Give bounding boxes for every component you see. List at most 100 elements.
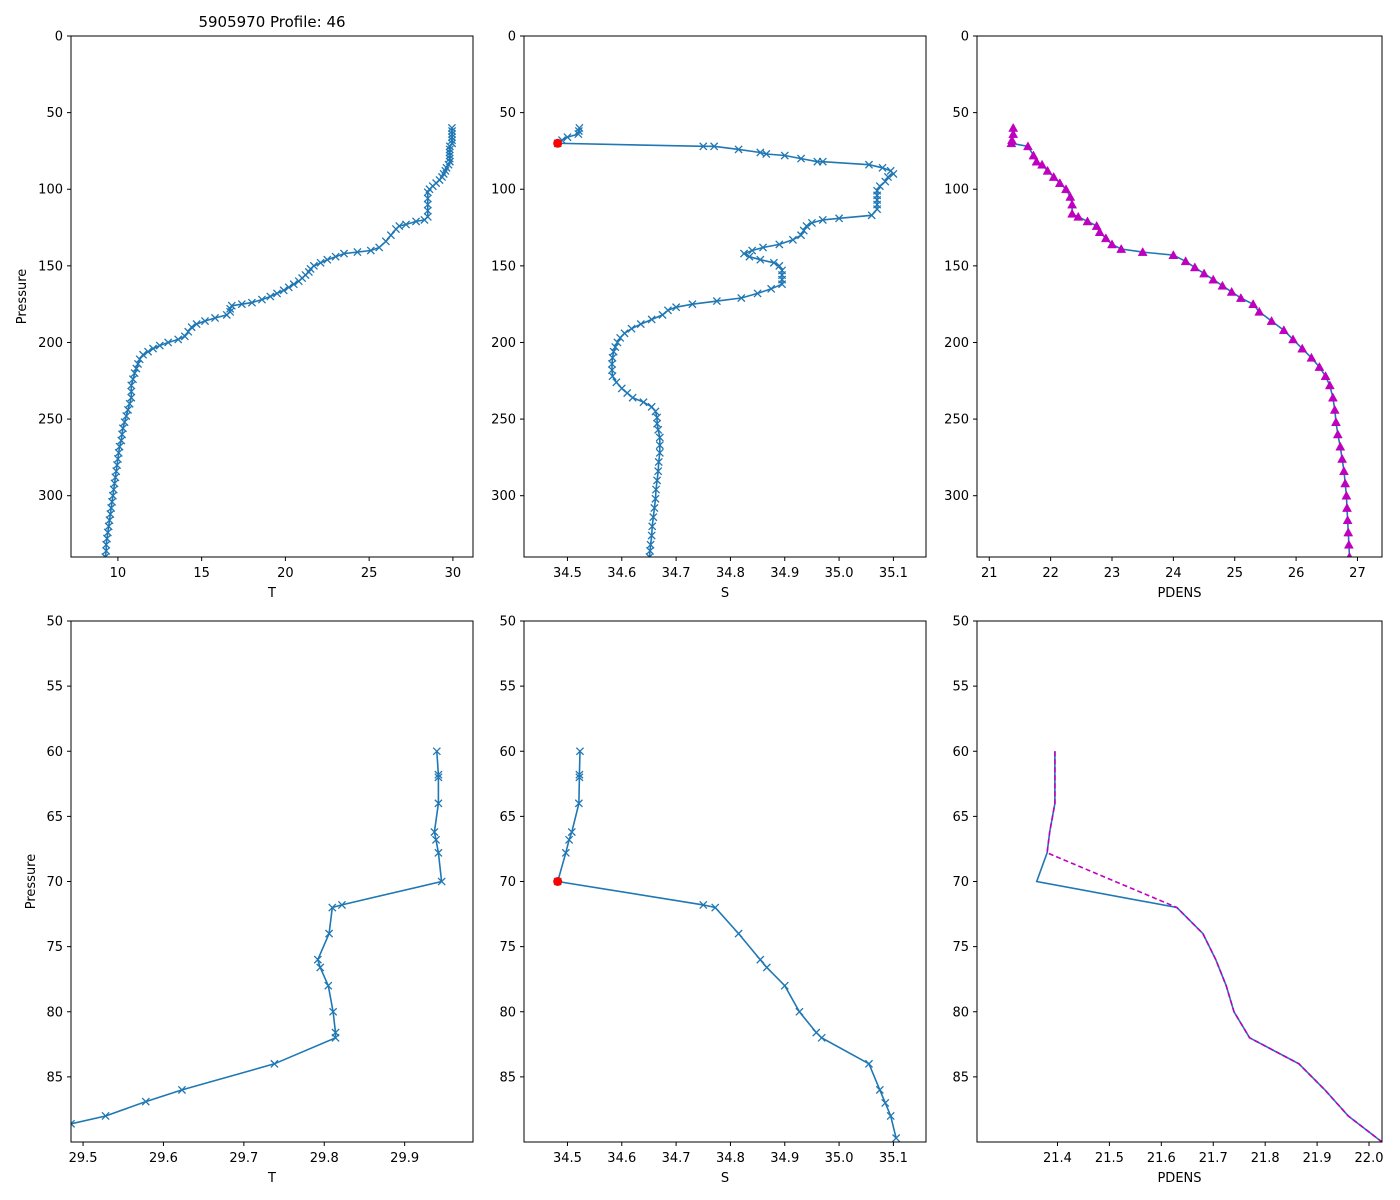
- density-point: [1327, 392, 1338, 402]
- y-tick-label: 80: [499, 1005, 516, 1020]
- data-point: [712, 297, 721, 306]
- x-tick-label: 34.9: [770, 566, 799, 581]
- data-point: [226, 304, 235, 313]
- data-point: [561, 848, 570, 857]
- density-point: [1061, 184, 1071, 194]
- data-point: [616, 333, 625, 342]
- y-tick-label: 60: [952, 745, 969, 760]
- data-point: [257, 295, 267, 304]
- data-point: [381, 237, 390, 246]
- y-tick-label: 75: [952, 940, 969, 955]
- data-point: [200, 316, 210, 326]
- y-tick-label: 65: [499, 810, 516, 825]
- data-point: [651, 494, 660, 503]
- density-point: [1339, 466, 1349, 476]
- density-point: [1107, 239, 1117, 249]
- x-tick-label: 21.5: [1095, 1151, 1124, 1166]
- x-tick-label: 29.7: [229, 1151, 258, 1166]
- x-tick-label: 34.8: [716, 1151, 745, 1166]
- y-tick-label: 60: [46, 745, 63, 760]
- data-point: [608, 372, 617, 381]
- x-tick-label: 35.1: [879, 1151, 908, 1166]
- y-tick-label: 55: [46, 680, 63, 695]
- data-point: [423, 194, 432, 203]
- data-point: [329, 1007, 338, 1016]
- data-point: [875, 182, 884, 191]
- data-point: [132, 364, 141, 373]
- y-tick-label: 55: [952, 680, 969, 695]
- y-tick-label: 200: [491, 336, 516, 351]
- y-tick-label: 50: [46, 615, 63, 630]
- data-point: [331, 1033, 340, 1042]
- data-point: [889, 169, 898, 178]
- axes-frame: [976, 35, 1383, 558]
- y-tick-label: 150: [944, 259, 969, 274]
- y-tick-label: 250: [38, 413, 63, 428]
- data-point: [366, 246, 375, 255]
- data-point: [563, 133, 572, 142]
- data-point: [658, 310, 667, 319]
- density-point: [1100, 233, 1111, 243]
- y-tick-label: 75: [499, 940, 516, 955]
- data-point: [294, 277, 303, 286]
- data-point: [434, 848, 443, 857]
- data-point: [881, 1098, 890, 1107]
- data-point: [607, 359, 617, 368]
- data-point: [654, 467, 663, 476]
- subplot-6: 21.4 21.5 21.6 21.7 21.8 21.9 22.0 50 55 60 65 70 75…: [952, 615, 1383, 1187]
- data-point: [639, 398, 648, 407]
- data-point: [331, 252, 340, 261]
- subplot-3: 21 22 23 24 25 26 27 0 50 100 150 200 250 300 PDENS: [944, 30, 1383, 601]
- data-point: [655, 433, 664, 442]
- data-point: [316, 963, 325, 972]
- y-tick-label: 80: [952, 1005, 969, 1020]
- density-point: [1189, 262, 1200, 272]
- x-tick-label: 15: [193, 566, 210, 581]
- data-point: [875, 1085, 884, 1094]
- data-point: [445, 142, 454, 151]
- density-point: [1023, 141, 1033, 151]
- data-point: [423, 188, 432, 197]
- data-point: [648, 522, 657, 531]
- x-tick-label: 25: [361, 566, 378, 581]
- y-tick-label: 100: [491, 183, 516, 198]
- density-point: [1297, 343, 1308, 353]
- data-point: [237, 300, 246, 309]
- data-point: [565, 835, 574, 844]
- data-point: [745, 252, 754, 261]
- data-point: [432, 747, 441, 756]
- data-point: [437, 877, 446, 886]
- data-point: [423, 206, 432, 215]
- x-tick-label: 22.0: [1355, 1151, 1384, 1166]
- data-point: [799, 226, 808, 235]
- axes-frame: [976, 620, 1383, 1143]
- y-tick-label: 300: [38, 489, 63, 504]
- data-point: [769, 258, 778, 267]
- density-point: [1137, 247, 1148, 256]
- x-tick-label: 21.7: [1199, 1151, 1228, 1166]
- data-point: [739, 249, 749, 258]
- data-point: [795, 1007, 804, 1016]
- data-point: [447, 133, 456, 142]
- data-point: [651, 485, 661, 494]
- density-point: [1073, 211, 1084, 221]
- x-tick-label: 10: [110, 566, 127, 581]
- series-line: [556, 751, 897, 1139]
- x-tick-label: 29.9: [390, 1151, 419, 1166]
- data-point: [192, 320, 201, 329]
- series-group: [71, 747, 446, 1128]
- data-point: [434, 770, 443, 779]
- data-point: [279, 286, 288, 295]
- y-tick-label: 250: [491, 413, 516, 428]
- data-point: [653, 476, 662, 485]
- x-tick-label: 22: [1042, 566, 1059, 581]
- data-point: [734, 145, 743, 154]
- data-point: [127, 393, 136, 402]
- data-point: [653, 413, 662, 422]
- data-point: [818, 157, 827, 166]
- data-point: [758, 243, 768, 252]
- data-point: [117, 436, 126, 445]
- y-tick-label: 70: [499, 875, 516, 890]
- data-point: [391, 225, 401, 234]
- data-point: [777, 280, 787, 289]
